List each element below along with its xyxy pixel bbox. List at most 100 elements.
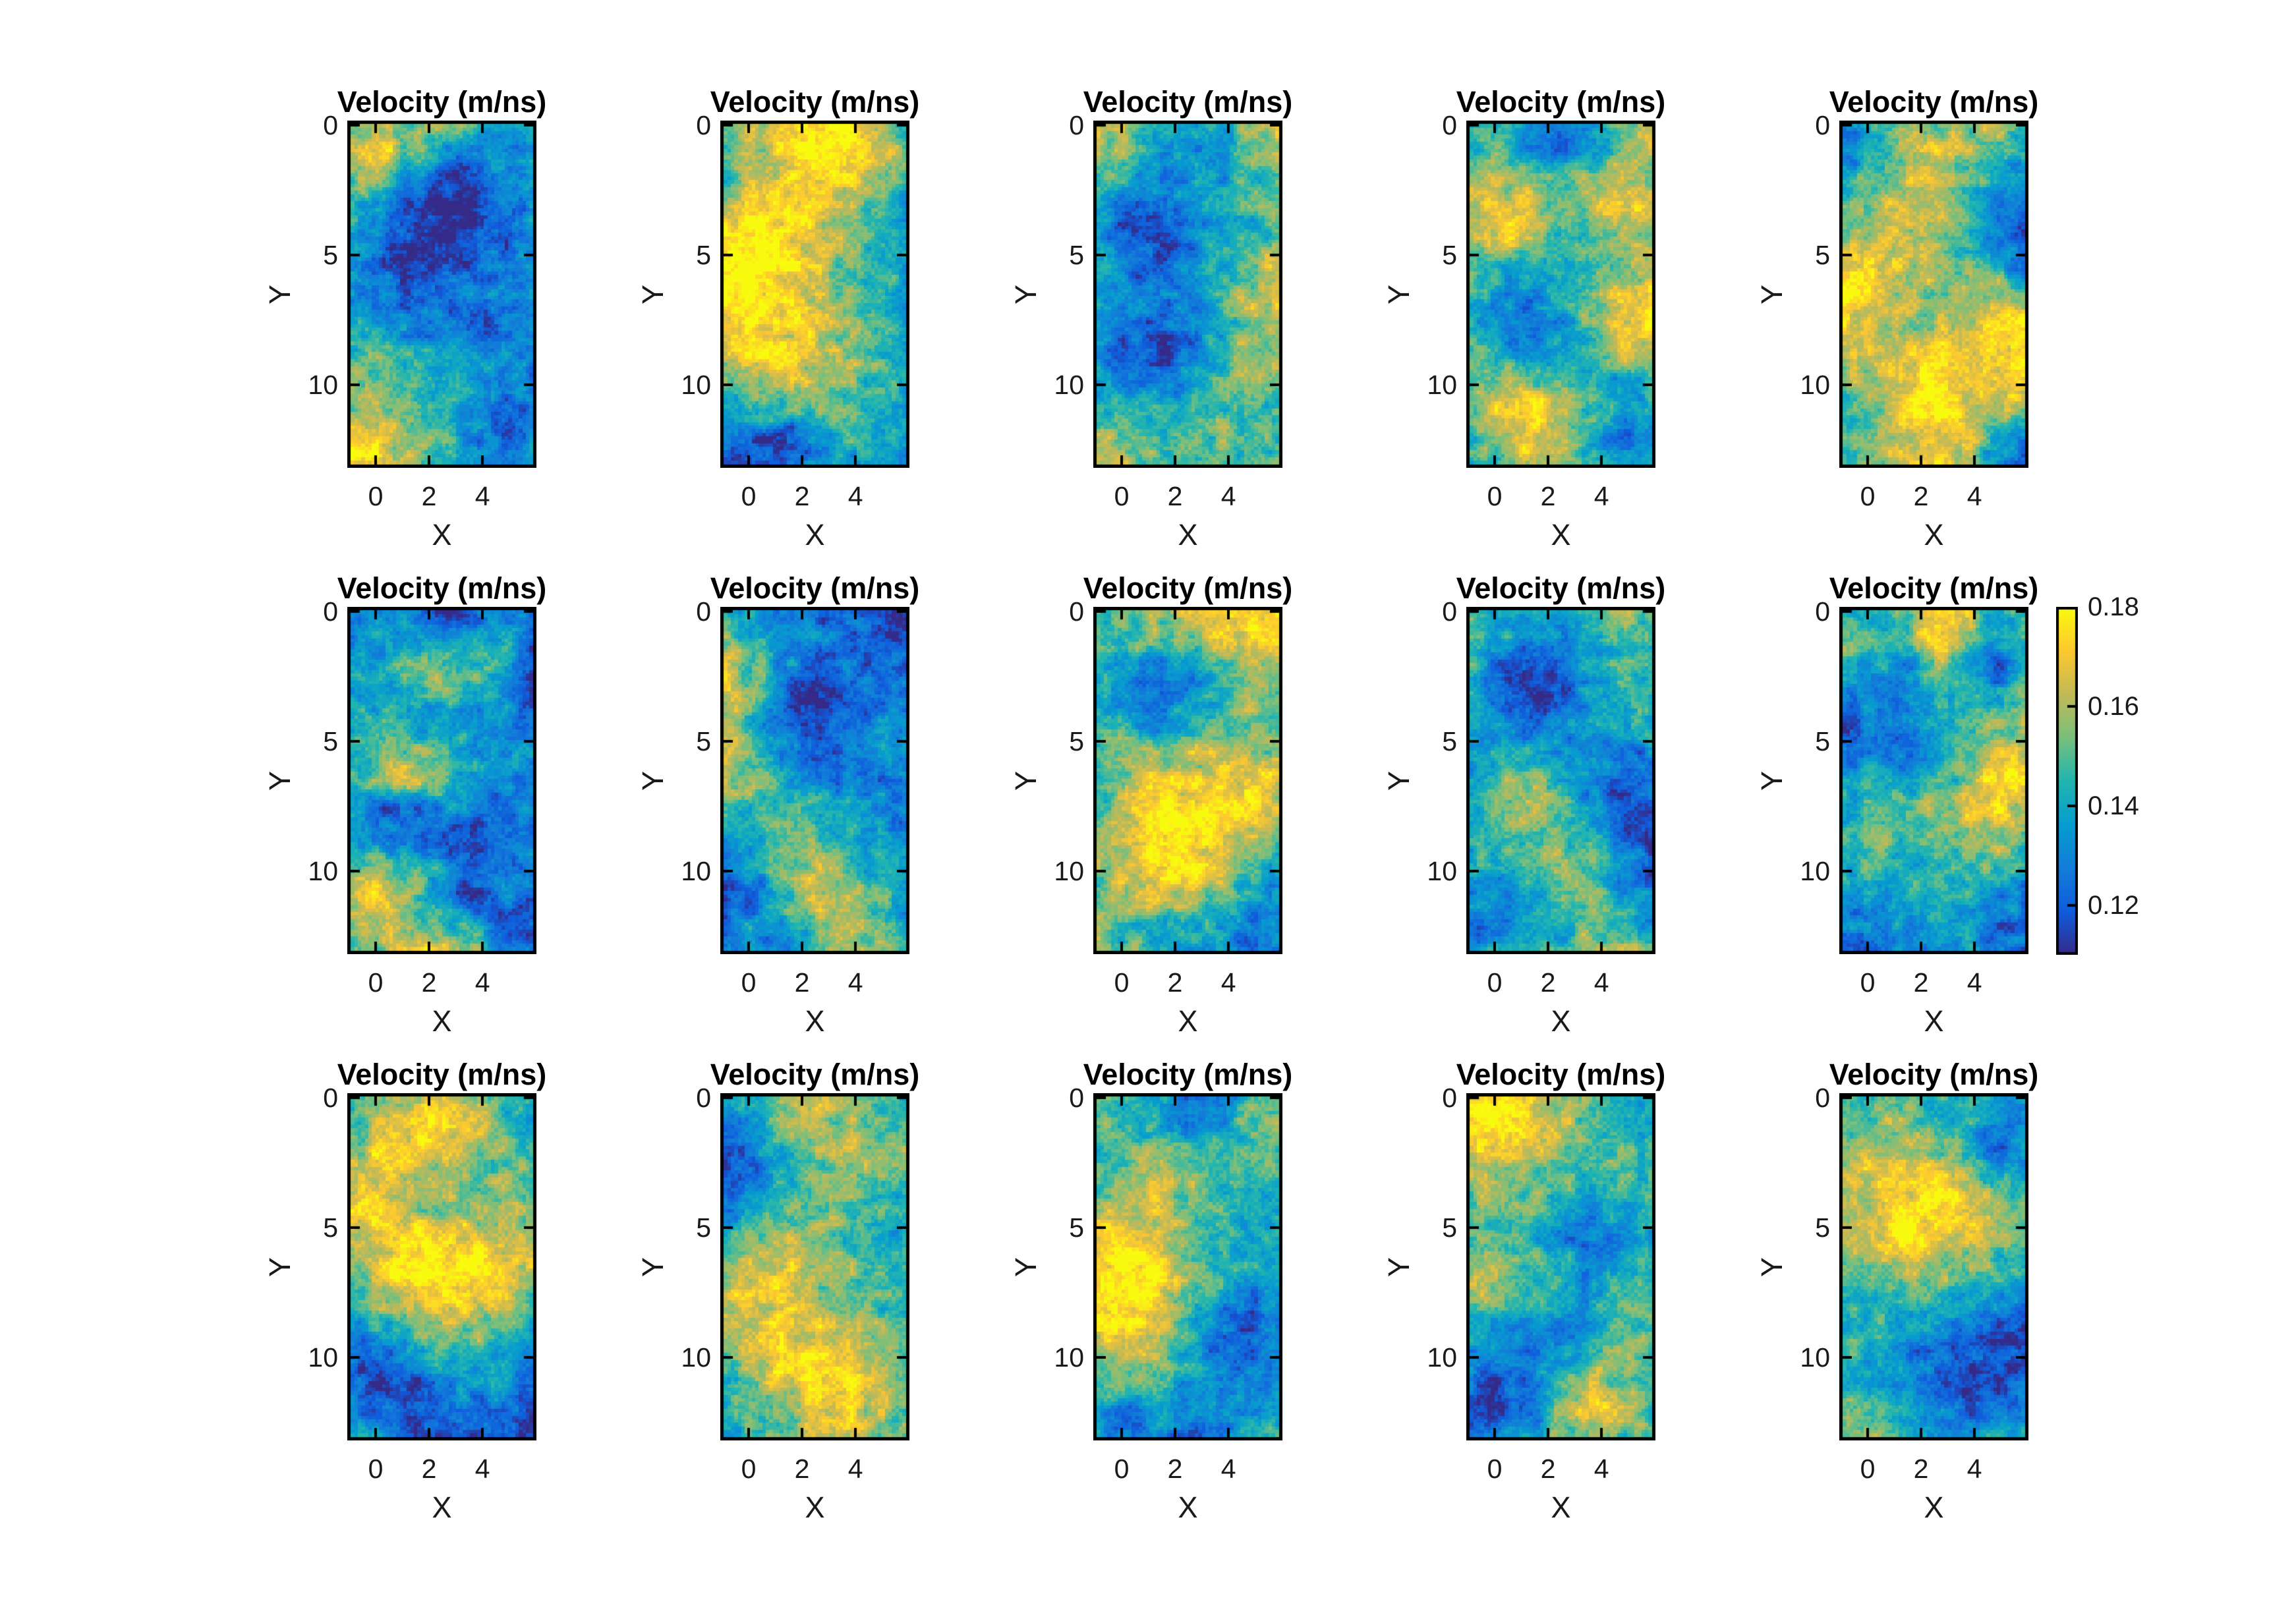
x-tick-label: 2: [1913, 481, 1929, 511]
x-tick-label: 2: [1913, 1454, 1929, 1484]
x-tick-label: 0: [1487, 1454, 1503, 1484]
y-axis-label: Y: [636, 284, 670, 304]
heatmap-canvas: [1839, 607, 2028, 954]
y-axis-label: Y: [1009, 770, 1043, 791]
y-axis-label: Y: [1382, 770, 1416, 791]
x-tick-label: 0: [1487, 967, 1503, 998]
x-axis-label: X: [1924, 518, 1944, 552]
x-axis-label: X: [805, 1004, 825, 1038]
x-tick-label: 0: [368, 1454, 384, 1484]
colorbar-tick-label: 0.18: [2088, 592, 2139, 621]
y-tick-label: 0: [1069, 1083, 1084, 1114]
x-tick-label: 4: [474, 481, 490, 511]
heatmap-canvas: [720, 1093, 909, 1440]
x-tick-label: 2: [1167, 481, 1183, 511]
y-tick-label: 10: [308, 855, 338, 886]
x-tick-label: 4: [1593, 967, 1609, 998]
y-tick-label: 0: [1069, 596, 1084, 627]
x-tick-label: 0: [1487, 481, 1503, 511]
y-tick-label: 10: [1800, 855, 1830, 886]
heatmap-canvas: [1839, 121, 2028, 468]
x-tick-label: 0: [368, 967, 384, 998]
x-tick-label: 4: [847, 967, 863, 998]
y-axis-label: Y: [636, 1257, 670, 1277]
x-tick-label: 2: [421, 1454, 437, 1484]
y-axis-label: Y: [1382, 1257, 1416, 1277]
x-tick-label: 4: [1220, 1454, 1236, 1484]
y-tick-label: 5: [1815, 1212, 1830, 1243]
y-tick-label: 5: [1815, 240, 1830, 271]
y-tick-label: 10: [1054, 369, 1084, 400]
x-tick-label: 4: [1220, 967, 1236, 998]
x-tick-label: 2: [1540, 967, 1556, 998]
x-tick-label: 2: [794, 967, 810, 998]
x-axis-label: X: [1551, 1491, 1571, 1524]
y-tick-label: 5: [1442, 240, 1457, 271]
x-axis-label: X: [805, 518, 825, 552]
x-axis-label: X: [1924, 1491, 1944, 1524]
heatmap-canvas: [1466, 121, 1655, 468]
x-axis-label: X: [1178, 518, 1198, 552]
y-tick-label: 10: [1800, 369, 1830, 400]
x-tick-label: 2: [1540, 481, 1556, 511]
y-tick-label: 0: [1069, 110, 1084, 141]
colorbar: [2056, 607, 2078, 955]
panel-title: Velocity (m/ns): [1456, 1058, 1666, 1091]
x-axis-label: X: [1178, 1004, 1198, 1038]
y-tick-label: 10: [1427, 1342, 1457, 1373]
x-axis-label: X: [432, 518, 452, 552]
x-axis-label: X: [1924, 1004, 1944, 1038]
x-tick-label: 4: [847, 481, 863, 511]
y-tick-label: 0: [696, 110, 711, 141]
y-tick-label: 5: [696, 240, 711, 271]
y-tick-label: 10: [1054, 855, 1084, 886]
heatmap-canvas: [1093, 607, 1282, 954]
y-tick-label: 10: [681, 855, 711, 886]
y-tick-label: 0: [1442, 1083, 1457, 1114]
y-axis-label: Y: [636, 770, 670, 791]
y-tick-label: 10: [1427, 855, 1457, 886]
panel-title: Velocity (m/ns): [710, 85, 920, 119]
y-tick-label: 10: [308, 1342, 338, 1373]
panel-title: Velocity (m/ns): [337, 85, 547, 119]
x-tick-label: 4: [474, 1454, 490, 1484]
y-axis-label: Y: [1755, 284, 1789, 304]
y-tick-label: 5: [1442, 726, 1457, 757]
x-axis-label: X: [432, 1491, 452, 1524]
x-tick-label: 0: [1114, 481, 1130, 511]
y-axis-label: Y: [1009, 284, 1043, 304]
x-tick-label: 2: [421, 481, 437, 511]
heatmap-canvas: [347, 1093, 536, 1440]
heatmap-canvas: [1093, 121, 1282, 468]
panel-title: Velocity (m/ns): [1456, 85, 1666, 119]
heatmap-canvas: [347, 607, 536, 954]
x-tick-label: 4: [1593, 1454, 1609, 1484]
y-axis-label: Y: [1009, 1257, 1043, 1277]
x-tick-label: 2: [794, 481, 810, 511]
panel-title: Velocity (m/ns): [710, 1058, 920, 1091]
y-tick-label: 10: [1800, 1342, 1830, 1373]
panel-title: Velocity (m/ns): [337, 571, 547, 605]
panel-title: Velocity (m/ns): [1829, 1058, 2039, 1091]
y-tick-label: 5: [1069, 240, 1084, 271]
heatmap-canvas: [1466, 1093, 1655, 1440]
heatmap-canvas: [1839, 1093, 2028, 1440]
panel-title: Velocity (m/ns): [1829, 571, 2039, 605]
y-tick-label: 0: [1442, 596, 1457, 627]
colorbar-tick-label: 0.12: [2088, 890, 2139, 920]
y-tick-label: 5: [696, 726, 711, 757]
x-tick-label: 4: [1966, 481, 1982, 511]
x-tick-label: 0: [741, 481, 757, 511]
x-tick-label: 0: [1860, 967, 1876, 998]
x-tick-label: 2: [1167, 967, 1183, 998]
y-axis-label: Y: [263, 1257, 297, 1277]
y-tick-label: 10: [681, 1342, 711, 1373]
y-tick-label: 5: [1442, 1212, 1457, 1243]
x-axis-label: X: [1551, 1004, 1571, 1038]
y-tick-label: 0: [696, 596, 711, 627]
y-tick-label: 0: [1815, 1083, 1830, 1114]
x-tick-label: 2: [794, 1454, 810, 1484]
y-tick-label: 5: [1069, 726, 1084, 757]
x-axis-label: X: [1178, 1491, 1198, 1524]
